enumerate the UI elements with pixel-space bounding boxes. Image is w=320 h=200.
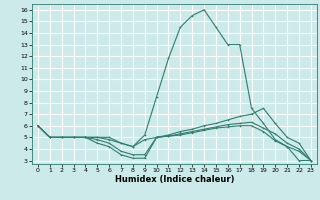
X-axis label: Humidex (Indice chaleur): Humidex (Indice chaleur) xyxy=(115,175,234,184)
